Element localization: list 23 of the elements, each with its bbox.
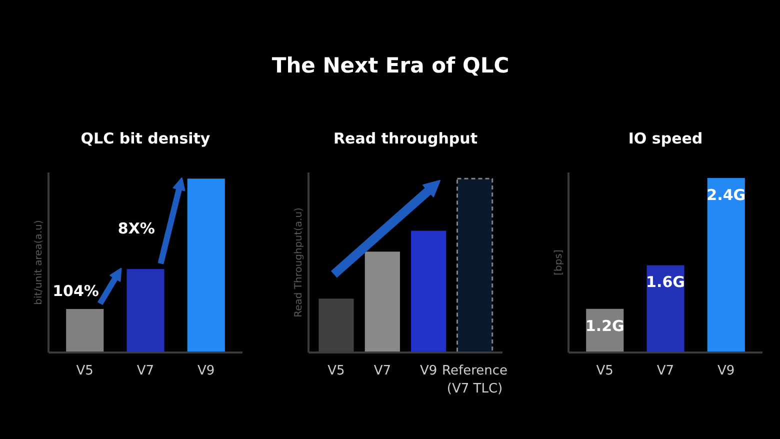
annotation: 104% (52, 282, 99, 300)
x-tick-label: Reference (V7 TLC) (442, 364, 508, 396)
x-tick-label: V9 (420, 364, 438, 378)
bar (456, 178, 494, 352)
x-tick-label: V9 (198, 364, 215, 378)
x-tick-label: V7 (136, 364, 154, 378)
data-label: 1.2G (585, 316, 624, 335)
annotation: 8X% (118, 219, 155, 238)
y-axis-title: Read Throughput(a.u) (294, 207, 304, 318)
chart-title: QLC bit density (80, 130, 210, 148)
x-tick-label: V7 (374, 364, 391, 378)
data-label: 2.4G (706, 186, 746, 204)
data-label: 1.6G (646, 273, 685, 292)
y-axis-title: bit/unit area(a.u) (34, 220, 44, 305)
x-tick-label: V5 (596, 364, 614, 378)
x-tick-label: V7 (656, 364, 674, 378)
x-tick-label: V9 (718, 364, 735, 378)
text: The Next Era of QLC (272, 54, 510, 78)
y-axis-title: [bps] (554, 250, 564, 276)
chart-title: Read throughput (333, 130, 478, 148)
x-tick-label: V5 (76, 364, 94, 378)
chart-title: IO speed (628, 130, 703, 148)
x-tick-label: V5 (328, 364, 345, 378)
